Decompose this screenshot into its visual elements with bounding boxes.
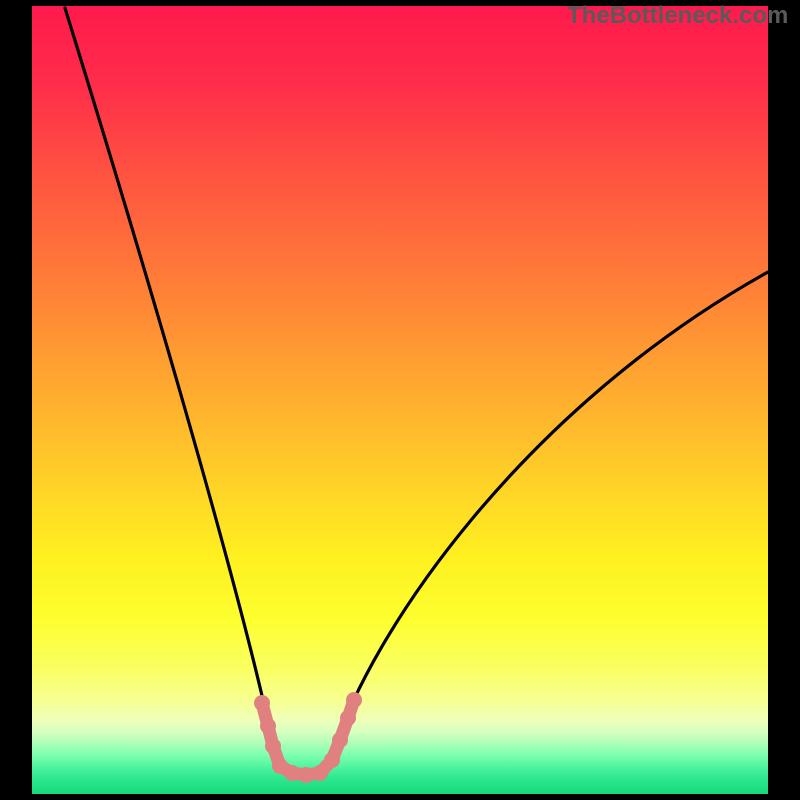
chart-root: TheBottleneck.com [0, 0, 800, 800]
curve-right [334, 272, 768, 750]
overlay-svg [0, 0, 800, 800]
curve-left [65, 8, 274, 750]
bottom-connector [262, 700, 354, 775]
watermark-text: TheBottleneck.com [567, 2, 788, 30]
